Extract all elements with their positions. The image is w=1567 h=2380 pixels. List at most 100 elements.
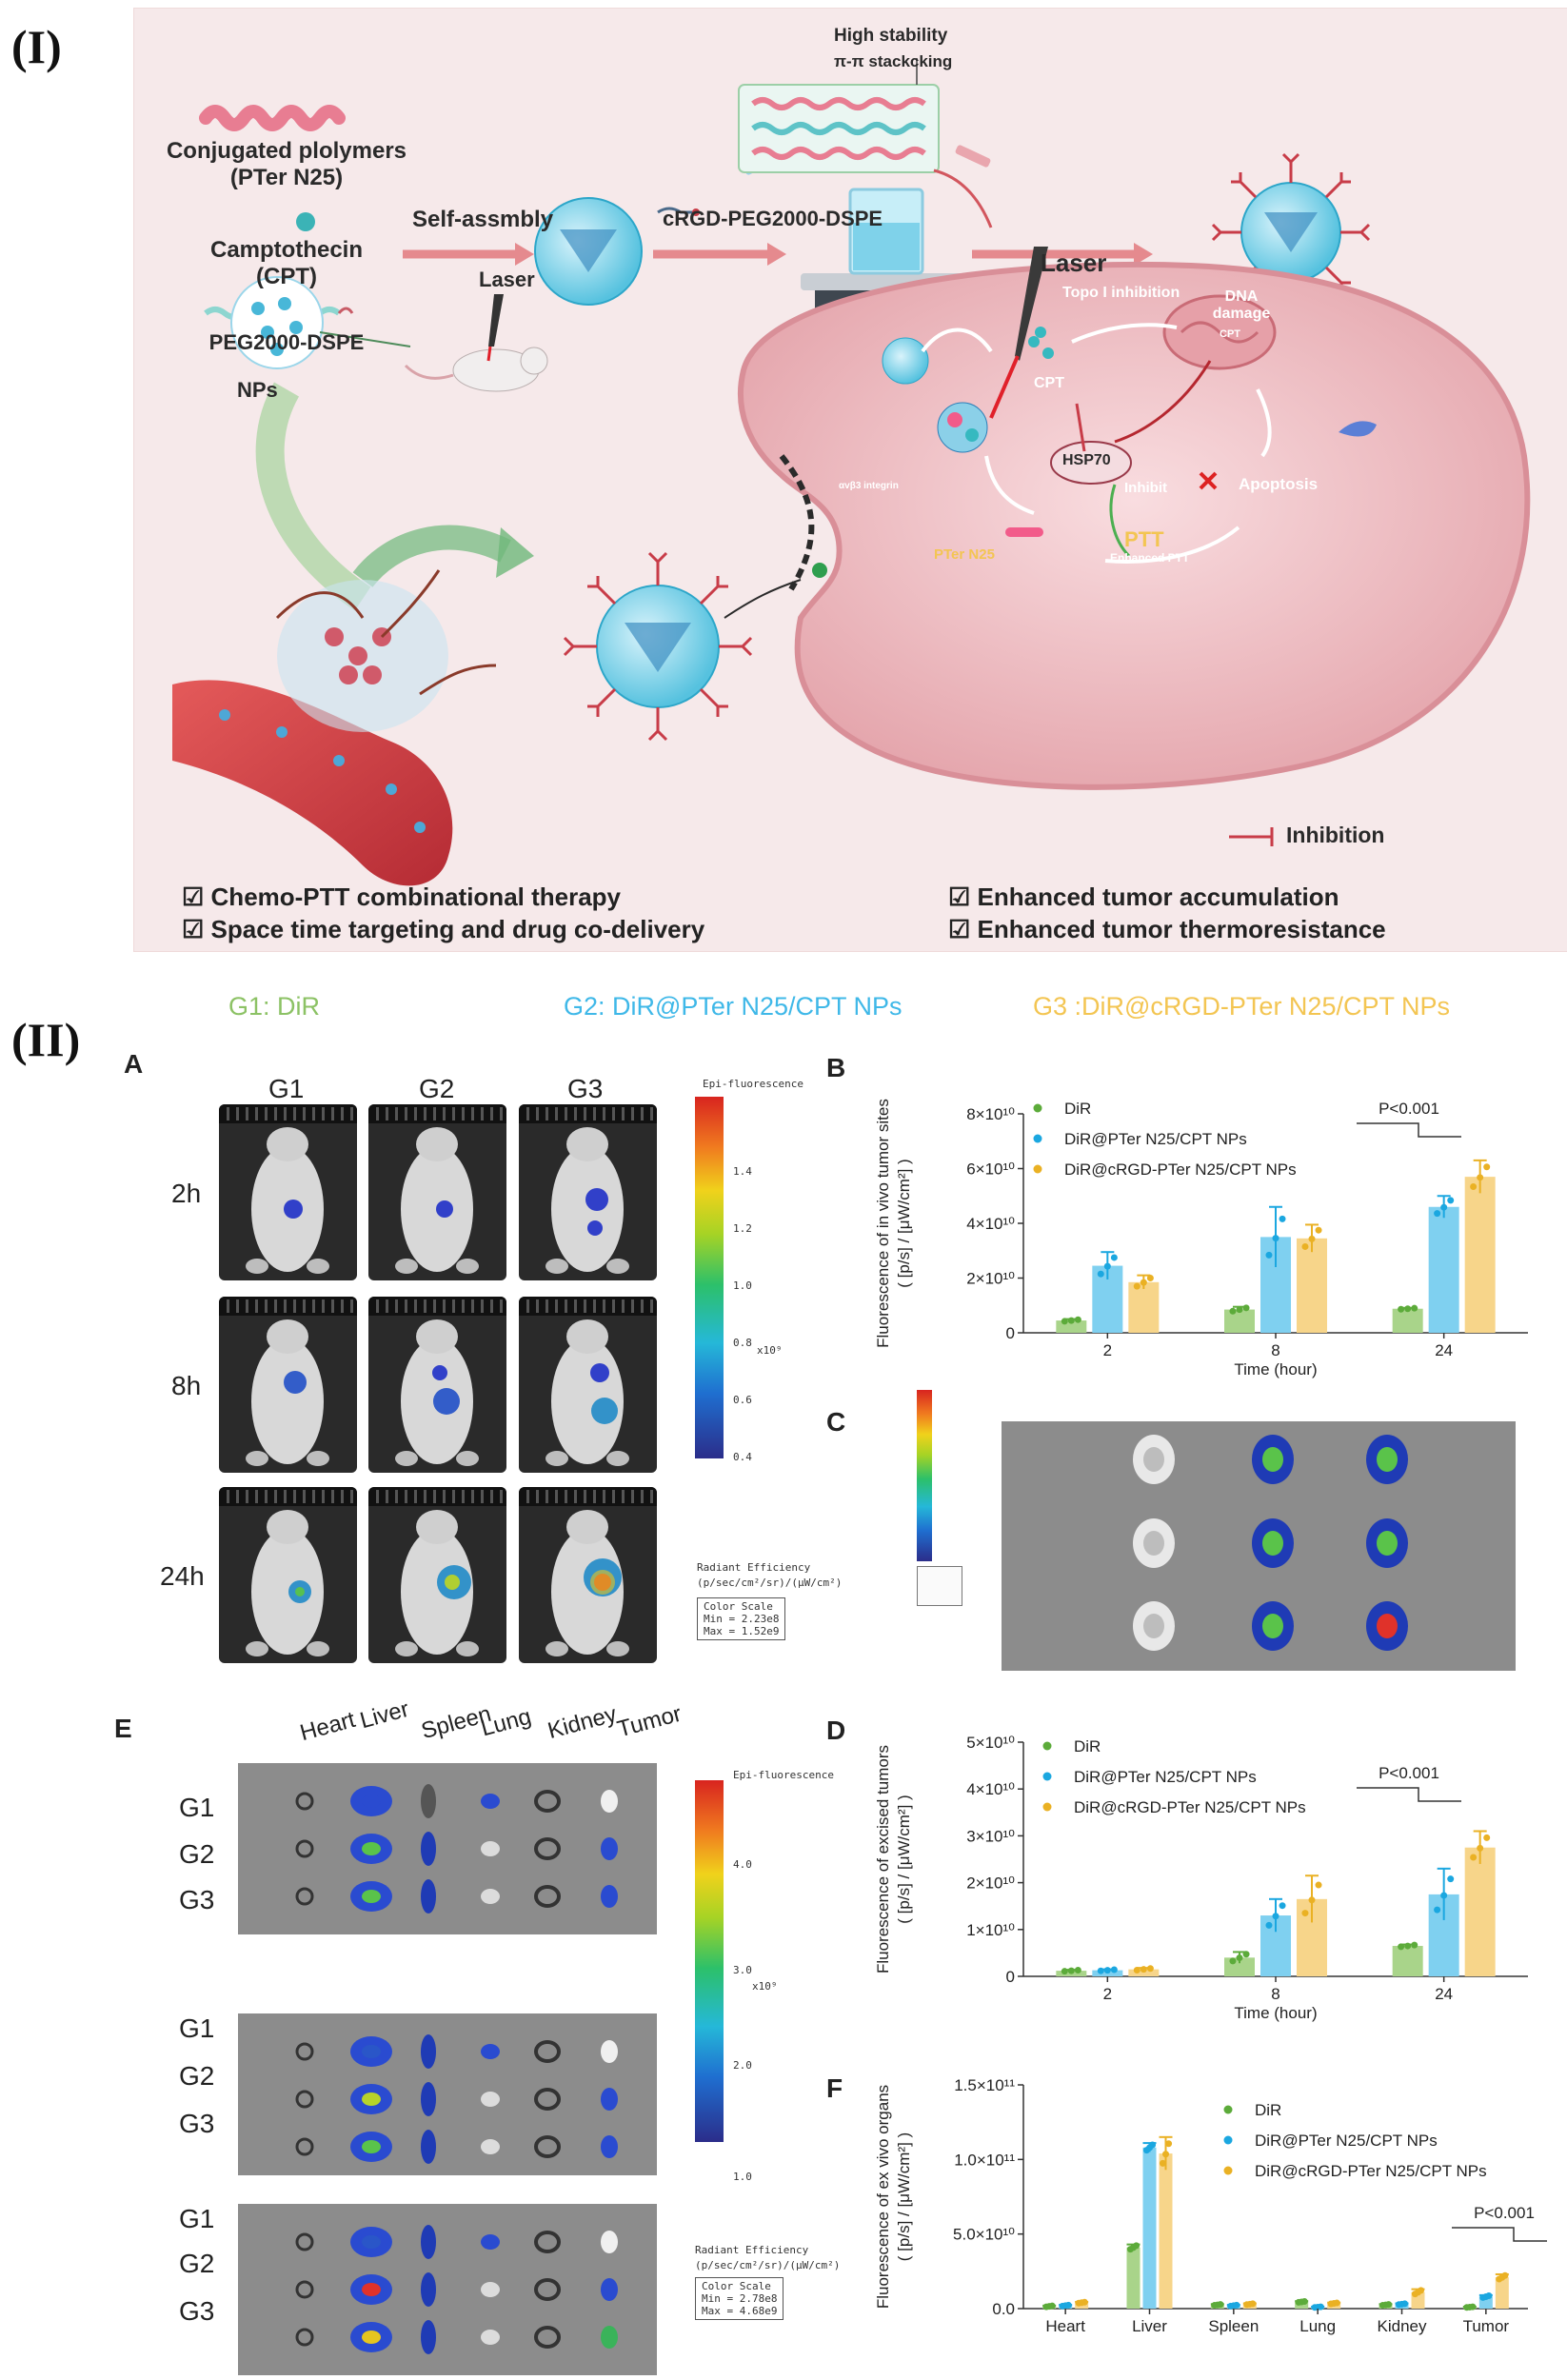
y-tick-label: 4×10¹⁰: [966, 1215, 1015, 1233]
data-point: [1315, 1226, 1322, 1234]
tumor-spot-core: [1143, 1531, 1164, 1556]
organ-label: Kidney: [545, 1700, 620, 1745]
excised-tumor-spots: [1133, 1435, 1408, 1651]
x-tick-label: Tumor: [1463, 2317, 1510, 2335]
ex-vivo-organ-image: [238, 2204, 657, 2375]
data-point: [1048, 2302, 1056, 2310]
data-point: [1469, 2303, 1477, 2311]
panel-d-letter: D: [826, 1716, 846, 1745]
data-point: [1249, 2300, 1257, 2308]
group-label: G2: DiR@PTer N25/CPT NPs: [564, 992, 903, 1021]
row-label: G2: [179, 1839, 215, 1869]
data-point: [1242, 1951, 1250, 1958]
integrin-label: αvβ3 integrin: [839, 481, 899, 491]
group-label: G3 :DiR@cRGD-PTer N25/CPT NPs: [1033, 992, 1450, 1021]
row-label: G3: [179, 1885, 215, 1914]
data-point: [1317, 2303, 1324, 2311]
ex-vivo-organ-image: [238, 2013, 657, 2175]
row-label: G1: [179, 1793, 215, 1822]
bar: [1297, 1238, 1327, 1333]
colorbar-caption: Radiant Efficiency: [697, 1561, 811, 1574]
data-point: [1398, 1305, 1405, 1313]
data-point: [1103, 1967, 1111, 1974]
col-label: G3: [567, 1074, 604, 1103]
row-label: 2h: [171, 1179, 202, 1208]
bar: [1126, 2247, 1141, 2309]
colorbar-c: [917, 1390, 932, 1561]
nps-label: NPs: [237, 378, 278, 402]
data-point: [1236, 1954, 1243, 1962]
colorbar-tick: 4.0: [733, 1858, 752, 1871]
self-assembly-label: Self-assmbly: [412, 207, 554, 232]
checklist-item: ☑ Space time targeting and drug co-deliv…: [182, 915, 705, 943]
data-point: [1133, 1282, 1141, 1290]
mouse-illustration: [404, 294, 548, 392]
legend-marker: [1042, 1772, 1052, 1781]
tumor-spot-core: [1262, 1447, 1283, 1472]
y-axis-label-unit: ( [p/s] / [μW/cm²] ): [895, 1159, 913, 1287]
legend-entry: DiR@PTer N25/CPT NPs: [1074, 1768, 1257, 1786]
data-point: [1159, 2159, 1166, 2167]
scale-title: Color Scale: [702, 2280, 771, 2292]
legend-marker: [1033, 1164, 1042, 1174]
laser-label-cell: Laser: [1041, 248, 1107, 277]
data-point: [1272, 1235, 1279, 1242]
y-tick-label: 1.0×10¹¹: [954, 2151, 1015, 2169]
legend-marker: [1033, 1103, 1042, 1113]
colorbar-tick: 2.0: [733, 2059, 752, 2072]
component-polymer: Conjugated plolymers (PTer N25): [163, 138, 410, 191]
y-tick-label: 3×10¹⁰: [966, 1827, 1015, 1845]
curved-arrow: [255, 382, 371, 611]
data-point: [1404, 1942, 1412, 1950]
data-point: [1398, 1943, 1405, 1951]
data-point: [1385, 2301, 1393, 2309]
component-name: Conjugated plolymers: [166, 138, 407, 164]
significance-bracket: [1357, 1787, 1461, 1802]
significance-bracket: [1452, 2227, 1547, 2242]
in-vivo-mouse-image: [368, 1487, 506, 1663]
data-point: [1418, 2287, 1425, 2294]
legend-marker: [1033, 1134, 1042, 1143]
x-tick-label: 2: [1103, 1341, 1112, 1359]
laser-label-mouse: Laser: [479, 268, 535, 291]
legend-marker: [1042, 1802, 1052, 1812]
targeted-nanoparticle-bottom: [563, 551, 753, 742]
data-point: [1404, 1305, 1412, 1313]
data-point: [1236, 1306, 1243, 1314]
y-axis-label: Fluorescence of in vivo tumor sites: [874, 1099, 892, 1348]
data-point: [1440, 1203, 1448, 1211]
panel-f-letter: F: [826, 2073, 843, 2103]
colorbar-tick: 0.8: [733, 1337, 752, 1349]
y-tick-label: 4×10¹⁰: [966, 1780, 1015, 1798]
pter-label: PTer N25: [934, 546, 995, 563]
tumor-spot-core: [1377, 1531, 1398, 1556]
organ-label: Tumor: [614, 1700, 684, 1743]
blood-vessel: [172, 680, 453, 886]
row-label: G3: [179, 2296, 215, 2326]
row-label: 8h: [171, 1371, 202, 1400]
data-point: [1140, 1279, 1147, 1286]
data-point: [1146, 1965, 1154, 1973]
data-point: [1074, 1967, 1081, 1974]
data-point: [1279, 1902, 1286, 1910]
part-i-label: (I): [11, 20, 62, 73]
y-tick-label: 2×10¹⁰: [966, 1874, 1015, 1893]
component-cpt: Camptothecin (CPT): [163, 237, 410, 290]
enhanced-ptt-label: Enhanced PTT: [1110, 551, 1190, 565]
in-vivo-mouse-image: [219, 1297, 357, 1473]
panel-c-letter: C: [826, 1407, 846, 1437]
data-point: [1483, 1834, 1491, 1841]
bar: [1159, 2153, 1173, 2309]
in-vivo-mouse-image: [219, 1104, 357, 1280]
x-tick-label: 8: [1271, 1341, 1279, 1359]
data-point: [1477, 1174, 1484, 1181]
scale-max: Max = 1.52e9: [704, 1625, 780, 1637]
data-point: [1110, 1254, 1118, 1261]
x-tick-label: Spleen: [1208, 2317, 1259, 2335]
data-point: [1411, 1941, 1418, 1949]
colorbar-a: [695, 1097, 724, 1458]
panel-a-letter: A: [124, 1049, 144, 1079]
tumor-spot-core: [1377, 1614, 1398, 1638]
data-point: [1272, 1913, 1279, 1920]
data-point: [1081, 2298, 1088, 2306]
